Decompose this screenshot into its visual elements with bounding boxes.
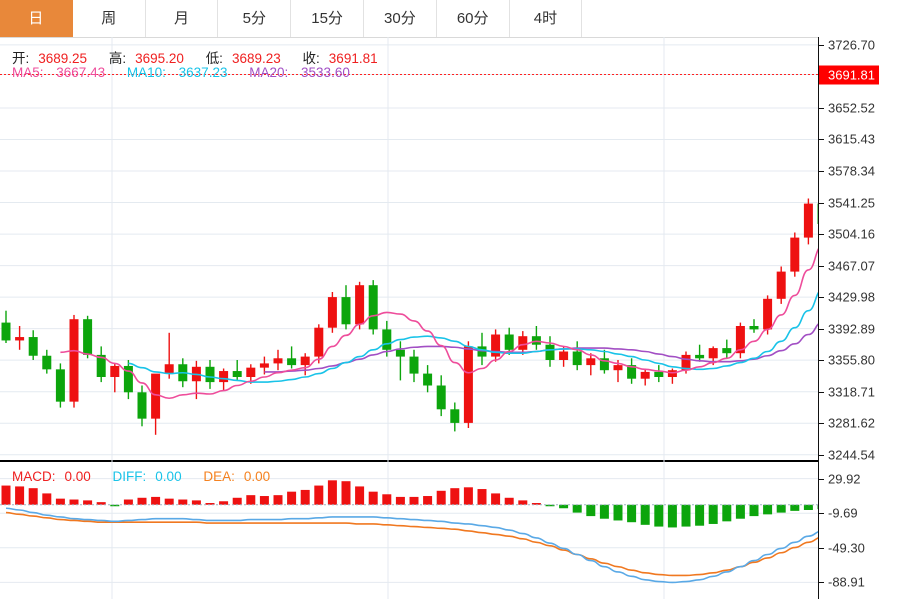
price-axis-label: 3392.89 bbox=[828, 321, 875, 337]
open-value: 3689.25 bbox=[38, 51, 88, 66]
ma20-label: MA20: bbox=[249, 65, 289, 80]
price-axis-label: 3429.98 bbox=[828, 289, 875, 305]
macd-panel: 29.92 -9.69 -49.30 -88.91 bbox=[0, 462, 910, 599]
macd-axis-label: -9.69 bbox=[828, 505, 858, 521]
price-axis-tick bbox=[819, 360, 824, 362]
macd-axis-tick bbox=[819, 513, 824, 515]
tab-label: 30分 bbox=[384, 10, 416, 27]
price-axis-tick bbox=[819, 171, 824, 172]
macd-axis-label: 29.92 bbox=[828, 471, 861, 487]
tab-label: 5分 bbox=[242, 10, 266, 27]
price-axis-tick bbox=[819, 234, 824, 236]
close-label: 收: bbox=[302, 51, 320, 66]
price-axis-tick bbox=[819, 107, 824, 109]
macd-value: 0.00 bbox=[64, 469, 91, 484]
price-axis-tick bbox=[819, 139, 824, 141]
tab-period-7[interactable]: 4时 bbox=[509, 0, 583, 37]
macd-chart-svg bbox=[0, 462, 818, 599]
tab-period-5[interactable]: 30分 bbox=[363, 0, 437, 37]
ma-readout: MA5: 3667.43 MA10: 3637.23 MA20: 3533.60 bbox=[12, 65, 368, 80]
tab-period-1[interactable]: 周 bbox=[72, 0, 146, 37]
ma10-value: 3637.23 bbox=[178, 65, 228, 80]
price-axis-tick bbox=[819, 328, 824, 330]
tab-period-4[interactable]: 15分 bbox=[291, 0, 364, 37]
price-axis-tick bbox=[819, 44, 824, 46]
price-chart-svg bbox=[0, 37, 818, 462]
low-label: 低: bbox=[205, 51, 223, 66]
price-axis-tick bbox=[819, 265, 824, 267]
price-plot-area[interactable] bbox=[0, 37, 818, 462]
ma10-label: MA10: bbox=[126, 65, 166, 80]
dea-value: 0.00 bbox=[243, 469, 271, 484]
macd-axis: 29.92 -9.69 -49.30 -88.91 bbox=[818, 462, 910, 599]
tab-label: 4时 bbox=[533, 10, 558, 27]
macd-plot-area[interactable] bbox=[0, 462, 818, 599]
dea-label: DEA: bbox=[203, 469, 235, 484]
open-label: 开: bbox=[12, 51, 30, 66]
ohlc-readout: 开: 3689.25 高: 3695.20 低: 3689.23 收: 3691.81 bbox=[12, 47, 396, 67]
price-axis-label: 3467.07 bbox=[828, 258, 875, 274]
price-axis-label: 3652.52 bbox=[828, 100, 875, 116]
high-label: 高: bbox=[108, 51, 127, 66]
price-axis-tick bbox=[819, 202, 824, 204]
price-axis-label: 3318.71 bbox=[828, 384, 875, 400]
price-axis-tick bbox=[819, 454, 824, 456]
price-axis: 3726.70 3691.81 3652.52 3615.43 3578.34 3541.… bbox=[818, 37, 910, 462]
tab-period-6[interactable]: 60分 bbox=[436, 0, 510, 37]
price-axis-tick bbox=[819, 297, 824, 299]
close-value: 3691.81 bbox=[328, 51, 378, 66]
period-tabbar: 日 周 月 5分 15分 30分 60分 4时 bbox=[0, 0, 910, 38]
tabbar-filler bbox=[582, 0, 910, 37]
ma20-value: 3533.60 bbox=[301, 65, 350, 80]
price-axis-label: 3578.34 bbox=[828, 163, 875, 179]
tab-period-0[interactable]: 日 bbox=[0, 0, 73, 37]
tab-period-3[interactable]: 5分 bbox=[218, 0, 292, 37]
low-value: 3689.23 bbox=[231, 51, 281, 66]
last-price-badge: 3691.81 bbox=[819, 65, 879, 85]
price-panel: 3726.70 3691.81 3652.52 3615.43 3578.34 3541.… bbox=[0, 37, 910, 462]
ma5-label: MA5: bbox=[12, 65, 44, 80]
price-axis-label: 3244.54 bbox=[828, 447, 875, 463]
high-value: 3695.20 bbox=[135, 51, 184, 66]
price-axis-label: 3281.62 bbox=[828, 415, 875, 431]
price-axis-label: 3355.80 bbox=[828, 352, 875, 368]
ma5-value: 3667.43 bbox=[56, 65, 106, 80]
tab-label: 周 bbox=[101, 10, 117, 27]
macd-axis-label: -88.91 bbox=[828, 574, 865, 590]
price-axis-tick bbox=[819, 423, 824, 425]
diff-value: 0.00 bbox=[155, 469, 182, 484]
tab-label: 日 bbox=[28, 10, 44, 27]
macd-axis-tick bbox=[819, 547, 824, 549]
tab-label: 15分 bbox=[311, 10, 343, 27]
tab-period-2[interactable]: 月 bbox=[145, 0, 219, 37]
tab-label: 60分 bbox=[456, 10, 489, 27]
price-axis-label: 3615.43 bbox=[828, 131, 875, 147]
diff-label: DIFF: bbox=[112, 469, 147, 484]
macd-readout: MACD: 0.00 DIFF: 0.00 DEA: 0.00 bbox=[12, 469, 288, 484]
price-axis-label: 3541.25 bbox=[828, 195, 875, 211]
tab-label: 月 bbox=[173, 10, 189, 27]
price-axis-tick bbox=[819, 391, 824, 393]
macd-axis-label: -49.30 bbox=[828, 540, 865, 556]
price-axis-label: 3726.70 bbox=[828, 37, 875, 53]
macd-axis-tick bbox=[819, 478, 824, 480]
price-axis-label: 3504.16 bbox=[828, 226, 875, 242]
macd-axis-tick bbox=[819, 582, 824, 584]
macd-label: MACD: bbox=[12, 469, 56, 484]
